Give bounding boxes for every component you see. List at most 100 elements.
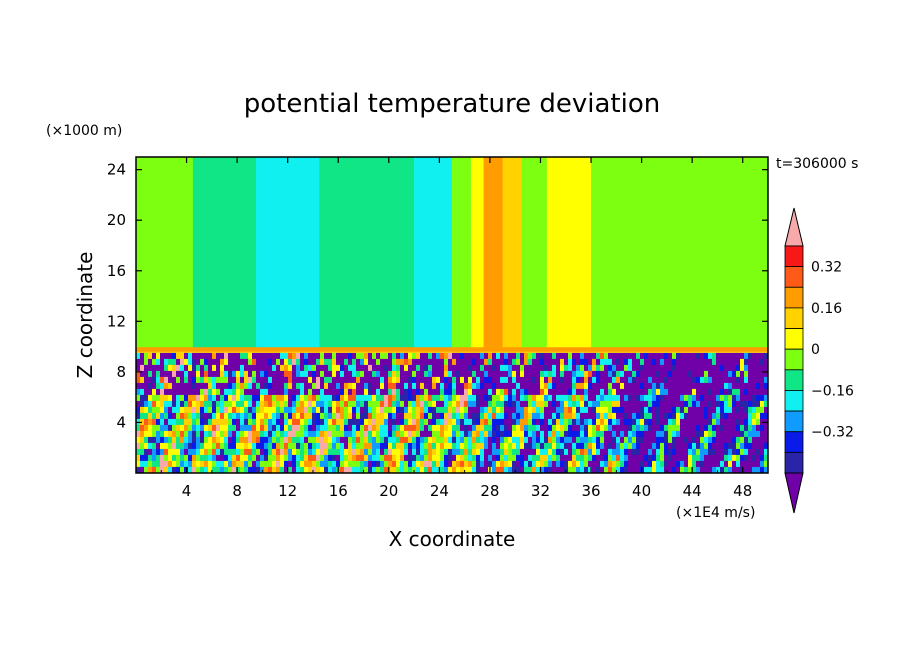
turbulence-cell (492, 376, 497, 384)
turbulence-cell (620, 430, 625, 438)
turbulence-cell (552, 382, 557, 390)
turbulence-cell (736, 448, 741, 456)
turbulence-cell (184, 406, 189, 414)
turbulence-cell (232, 388, 237, 396)
turbulence-cell (164, 376, 169, 384)
turbulence-cell (388, 436, 393, 444)
turbulence-cell (308, 466, 313, 473)
turbulence-cell (684, 430, 689, 438)
turbulence-cell (368, 406, 373, 414)
turbulence-cell (408, 376, 413, 384)
turbulence-cell (160, 472, 165, 473)
turbulence-cell (728, 472, 733, 473)
turbulence-cell (540, 370, 545, 378)
turbulence-cell (640, 388, 645, 396)
turbulence-cell (212, 388, 217, 396)
colorbar-label: 0.32 (811, 260, 842, 276)
turbulence-cell (232, 448, 237, 456)
turbulence-cell (200, 370, 205, 378)
turbulence-cell (672, 400, 677, 408)
turbulence-cell (364, 466, 369, 473)
turbulence-cell (616, 406, 621, 414)
turbulence-cell (408, 388, 413, 396)
turbulence-cell (140, 448, 145, 456)
turbulence-cell (592, 412, 597, 420)
turbulence-cell (512, 460, 517, 468)
turbulence-cell (564, 370, 569, 378)
turbulence-cell (544, 442, 549, 450)
turbulence-cell (476, 382, 481, 390)
turbulence-cell (308, 370, 313, 378)
turbulence-cell (252, 448, 257, 456)
turbulence-cell (584, 460, 589, 468)
turbulence-cell (356, 406, 361, 414)
turbulence-cell (432, 400, 437, 408)
turbulence-cell (136, 364, 141, 372)
turbulence-cell (536, 418, 541, 426)
x-unit-label: (×1E4 m/s) (676, 505, 755, 521)
turbulence-cell (612, 454, 617, 462)
turbulence-cell (632, 388, 637, 396)
turbulence-cell (544, 382, 549, 390)
turbulence-cell (656, 406, 661, 414)
turbulence-cell (308, 388, 313, 396)
turbulence-cell (300, 406, 305, 414)
turbulence-cell (664, 352, 669, 360)
turbulence-cell (648, 454, 653, 462)
turbulence-cell (728, 406, 733, 414)
turbulence-cell (752, 364, 757, 372)
turbulence-cell (248, 412, 253, 420)
turbulence-cell (416, 388, 421, 396)
turbulence-cell (328, 466, 333, 473)
turbulence-cell (148, 418, 153, 426)
turbulence-cell (320, 358, 325, 366)
turbulence-cell (664, 454, 669, 462)
turbulence-cell (268, 466, 273, 473)
turbulence-cell (600, 442, 605, 450)
turbulence-cell (276, 370, 281, 378)
turbulence-cell (248, 394, 253, 402)
turbulence-cell (156, 400, 161, 408)
turbulence-cell (212, 352, 217, 360)
turbulence-cell (388, 400, 393, 408)
turbulence-cell (620, 436, 625, 444)
turbulence-cell (176, 370, 181, 378)
turbulence-cell (356, 352, 361, 360)
turbulence-cell (332, 376, 337, 384)
turbulence-cell (220, 472, 225, 473)
turbulence-cell (576, 406, 581, 414)
turbulence-cell (172, 382, 177, 390)
turbulence-cell (628, 376, 633, 384)
turbulence-cell (244, 376, 249, 384)
turbulence-cell (732, 412, 737, 420)
turbulence-cell (672, 448, 677, 456)
turbulence-cell (256, 352, 261, 360)
turbulence-cell (416, 436, 421, 444)
turbulence-cell (668, 412, 673, 420)
turbulence-cell (276, 418, 281, 426)
turbulence-cell (516, 454, 521, 462)
turbulence-cell (740, 472, 745, 473)
turbulence-cell (508, 352, 513, 360)
turbulence-cell (504, 424, 509, 432)
turbulence-cell (552, 442, 557, 450)
turbulence-cell (468, 382, 473, 390)
turbulence-cell (304, 424, 309, 432)
turbulence-cell (360, 442, 365, 450)
turbulence-cell (468, 430, 473, 438)
turbulence-cell (752, 424, 757, 432)
turbulence-cell (616, 382, 621, 390)
turbulence-cell (404, 376, 409, 384)
turbulence-cell (412, 448, 417, 456)
turbulence-cell (460, 448, 465, 456)
colorbar-swatch (784, 307, 804, 329)
turbulence-cell (448, 394, 453, 402)
turbulence-cell (208, 376, 213, 384)
turbulence-cell (548, 460, 553, 468)
turbulence-cell (564, 436, 569, 444)
turbulence-cell (668, 466, 673, 473)
turbulence-cell (612, 430, 617, 438)
turbulence-cell (412, 472, 417, 473)
turbulence-cell (432, 466, 437, 473)
turbulence-cell (256, 400, 261, 408)
